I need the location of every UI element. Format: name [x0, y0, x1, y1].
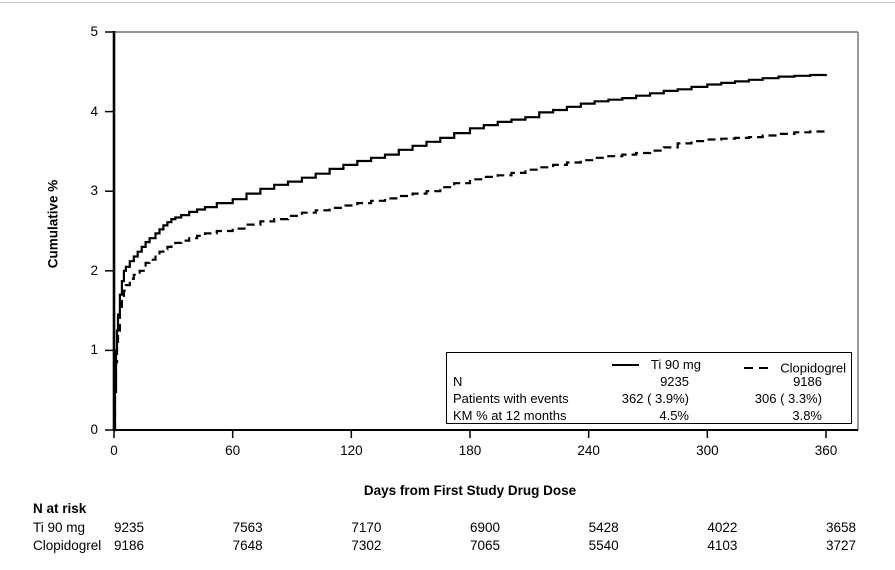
legend-series-ti-label: Ti 90 mg — [650, 357, 701, 372]
n-at-risk-value: 7563 — [232, 520, 263, 535]
n-at-risk-value: 7648 — [232, 538, 263, 553]
legend-km-row: KM % at 12 months 4.5% 3.8% — [447, 407, 851, 424]
x-axis-title: Days from First Study Drug Dose — [363, 483, 577, 498]
y-tick-label: 2 — [90, 262, 98, 278]
n-at-risk-row-label-ti: Ti 90 mg — [33, 520, 86, 535]
legend-km-label: KM % at 12 months — [453, 408, 567, 423]
n-at-risk-value: 7302 — [351, 538, 382, 553]
n-at-risk-value: 5428 — [588, 520, 619, 535]
legend-n-row: N 9235 9186 — [447, 373, 851, 390]
x-tick-label: 60 — [225, 443, 241, 458]
y-tick-label: 4 — [90, 103, 98, 119]
legend-events-row: Patients with events 362 ( 3.9%) 306 ( 3… — [447, 390, 851, 407]
tick-marks — [105, 31, 827, 438]
n-at-risk-value: 9235 — [114, 520, 145, 535]
x-tick-label: 240 — [577, 443, 600, 458]
n-at-risk-value: 7065 — [470, 538, 501, 553]
legend-series-row: Ti 90 mg Clopidogrel — [447, 356, 851, 376]
legend-n-label: N — [453, 374, 463, 389]
n-at-risk-value: 3658 — [826, 520, 857, 535]
y-tick-label: 3 — [90, 183, 98, 199]
legend-box: Ti 90 mg Clopidogrel N 9235 9186 Patient… — [446, 352, 852, 424]
legend-km-ti-value: 4.5% — [659, 408, 689, 423]
x-tick-label: 120 — [340, 443, 363, 458]
n-at-risk-value: 3727 — [826, 538, 857, 553]
legend-clopidogrel-entry: Clopidogrel — [744, 356, 846, 377]
legend-km-clopidogrel-value: 3.8% — [792, 408, 822, 423]
legend-ti-entry: Ti 90 mg — [611, 356, 701, 373]
legend-events-clopidogrel-value: 306 ( 3.3%) — [754, 391, 822, 406]
n-at-risk-row-label-clopidogrel: Clopidogrel — [33, 538, 102, 553]
legend-n-ti-value: 9235 — [660, 374, 689, 389]
x-tick-label: 360 — [814, 443, 838, 458]
dashed-line-swatch — [744, 356, 769, 373]
figure-top-border — [0, 2, 895, 3]
legend-events-ti-value: 362 ( 3.9%) — [621, 391, 689, 406]
n-at-risk-value: 5540 — [588, 538, 619, 553]
ti-90-mg-curve — [113, 73, 828, 432]
x-tick-label: 180 — [458, 443, 482, 458]
x-tick-label: 300 — [696, 443, 719, 458]
legend-n-clopidogrel-value: 9186 — [793, 374, 822, 389]
y-tick-label: 1 — [90, 342, 98, 358]
n-at-risk-value: 9186 — [114, 538, 145, 553]
x-tick-label: 0 — [110, 443, 118, 458]
legend-series-clopidogrel-label: Clopidogrel — [780, 360, 846, 376]
n-at-risk-value: 4022 — [707, 520, 738, 535]
y-axis-title: Cumulative % — [45, 179, 61, 269]
clopidogrel-curve — [113, 129, 828, 432]
n-at-risk-value: 7170 — [351, 520, 382, 535]
n-at-risk-header: N at risk — [33, 501, 87, 516]
y-tick-label: 0 — [90, 422, 98, 437]
n-at-risk-value: 6900 — [470, 520, 501, 535]
series-curves — [113, 73, 828, 432]
y-tick-label: 5 — [90, 24, 98, 39]
solid-line-swatch — [611, 363, 639, 366]
n-at-risk-value: 4103 — [707, 538, 738, 553]
legend-events-label: Patients with events — [453, 391, 569, 406]
